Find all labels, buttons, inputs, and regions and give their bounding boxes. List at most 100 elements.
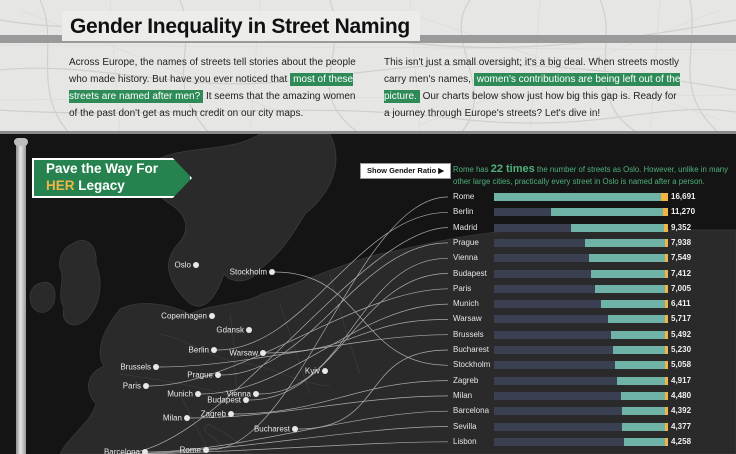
chart-row-budapest[interactable]: Budapest 7,412 — [453, 269, 736, 279]
play-triangle-icon: ▶ — [438, 166, 445, 175]
chart-row-bucharest[interactable]: Bucharest 5,230 — [453, 345, 736, 355]
chart-bar — [623, 437, 665, 446]
city-dot-stockholm[interactable] — [269, 269, 275, 275]
city-dot-vienna[interactable] — [253, 391, 259, 397]
city-dot-warsaw[interactable] — [260, 350, 266, 356]
chart-row-warsaw[interactable]: Warsaw 5,717 — [453, 314, 736, 324]
chart-bar-track — [494, 346, 668, 354]
chart-category-label: Rome — [453, 192, 475, 201]
chart-category-label: Milan — [453, 390, 473, 400]
chart-value-label: 4,480 — [671, 390, 692, 400]
chart-value-label: 7,005 — [671, 283, 692, 293]
city-dot-bucharest[interactable] — [292, 426, 298, 432]
chart-row-prague[interactable]: Prague 7,938 — [453, 238, 736, 248]
show-gender-ratio-button[interactable]: Show Gender Ratio ▶ — [360, 163, 452, 179]
chart-bar — [621, 391, 665, 400]
chart-bar-female-segment — [665, 422, 668, 431]
connection-line-zagreb — [233, 380, 449, 415]
chart-row-paris[interactable]: Paris 7,005 — [453, 284, 736, 294]
city-dot-munich[interactable] — [195, 391, 201, 397]
chart-category-label: Stockholm — [453, 360, 491, 370]
chart-row-madrid[interactable]: Madrid 9,352 — [453, 223, 736, 233]
chart-bar-track — [494, 254, 668, 263]
city-dot-zagreb[interactable] — [228, 411, 234, 417]
chart-row-berlin[interactable]: Berlin 11,270 — [453, 207, 736, 217]
city-dot-oslo[interactable] — [193, 262, 199, 268]
chart-bar-track — [494, 361, 668, 370]
chart-bar-female-segment — [665, 315, 668, 324]
chart-value-label: 7,549 — [671, 253, 692, 263]
city-label-paris: Paris — [122, 381, 141, 391]
city-label-warsaw: Warsaw — [229, 348, 258, 358]
chart-bar-female-segment — [665, 300, 668, 309]
city-dot-copenhagen[interactable] — [209, 313, 215, 319]
chart-category-label: Berlin — [453, 207, 474, 217]
caption-pre: Rome has — [453, 165, 491, 174]
chart-row-zagreb[interactable]: Zagreb 4,917 — [453, 376, 736, 386]
connection-line-stockholm — [274, 271, 449, 366]
city-dot-barcelona[interactable] — [142, 449, 148, 454]
city-dot-kyiv[interactable] — [322, 368, 328, 374]
chart-bar — [622, 422, 665, 431]
chart-category-label: Madrid — [453, 222, 478, 232]
city-dot-berlin[interactable] — [211, 347, 217, 353]
chart-row-brussels[interactable]: Brussels 5,492 — [453, 330, 736, 340]
chart-bar-female-segment — [665, 391, 668, 400]
chart-bar-female-segment — [665, 407, 668, 416]
show-gender-ratio-label: Show Gender Ratio — [367, 166, 437, 175]
chart-bar — [616, 376, 665, 385]
chart-bar — [589, 254, 665, 263]
city-dot-rome[interactable] — [203, 447, 209, 453]
chart-value-label: 4,377 — [671, 421, 692, 431]
connection-line-lisbon — [119, 441, 449, 454]
chart-row-milan[interactable]: Milan 4,480 — [453, 391, 736, 401]
section-divider — [0, 131, 736, 134]
chart-caption: Rome has 22 times the number of streets … — [453, 163, 728, 188]
caption-post: the number of streets as Oslo. However, … — [453, 165, 729, 186]
city-dot-prague[interactable] — [215, 372, 221, 378]
chart-category-label: Paris — [453, 283, 472, 293]
chart-bar-track — [494, 330, 668, 339]
italy-landmass — [203, 423, 249, 454]
chart-value-label: 11,270 — [671, 207, 696, 217]
chart-row-sevilla[interactable]: Sevilla 4,377 — [453, 422, 736, 432]
chart-bar — [594, 284, 665, 293]
city-dot-paris[interactable] — [143, 383, 149, 389]
chart-category-label: Budapest — [453, 268, 487, 278]
chart-bar-female-segment — [665, 284, 668, 293]
chart-row-lisbon[interactable]: Lisbon 4,258 — [453, 437, 736, 447]
connection-line-rome — [208, 196, 449, 451]
chart-row-munich[interactable]: Munich 6,411 — [453, 299, 736, 309]
city-dot-budapest[interactable] — [243, 397, 249, 403]
city-label-prague: Prague — [187, 370, 213, 380]
chart-bar-track — [494, 376, 668, 385]
chart-row-vienna[interactable]: Vienna 7,549 — [453, 253, 736, 263]
britain-landmass — [59, 239, 101, 326]
chart-row-stockholm[interactable]: Stockholm 5,058 — [453, 360, 736, 370]
city-dot-gdansk[interactable] — [246, 327, 252, 333]
chart-bar-female-segment — [665, 361, 668, 370]
intro-paragraph-right: This isn't just a small oversight; it's … — [382, 54, 684, 122]
chart-bar-female-segment — [664, 223, 668, 232]
city-dot-milan[interactable] — [184, 415, 190, 421]
chart-value-label: 4,917 — [671, 375, 692, 385]
continent-landmass — [59, 229, 736, 454]
connection-line-madrid — [119, 227, 449, 454]
chart-bar-female-segment — [665, 330, 668, 339]
chart-category-label: Warsaw — [453, 314, 482, 324]
city-label-oslo: Oslo — [174, 260, 191, 270]
connection-line-prague — [220, 242, 449, 376]
chart-bar-track — [494, 238, 668, 247]
connection-line-milan — [189, 395, 449, 419]
chart-bar — [585, 238, 665, 247]
connection-line-brussels — [158, 334, 449, 368]
chart-category-label: Prague — [453, 237, 479, 247]
city-dot-brussels[interactable] — [153, 364, 159, 370]
city-label-rome: Rome — [179, 445, 201, 454]
chart-row-rome[interactable]: Rome 16,691 — [453, 192, 736, 202]
chart-bar — [494, 193, 662, 201]
chart-bar-female-segment — [665, 437, 668, 446]
connection-line-barcelona — [147, 410, 449, 453]
chart-bar-track — [494, 300, 668, 309]
chart-row-barcelona[interactable]: Barcelona 4,392 — [453, 406, 736, 416]
